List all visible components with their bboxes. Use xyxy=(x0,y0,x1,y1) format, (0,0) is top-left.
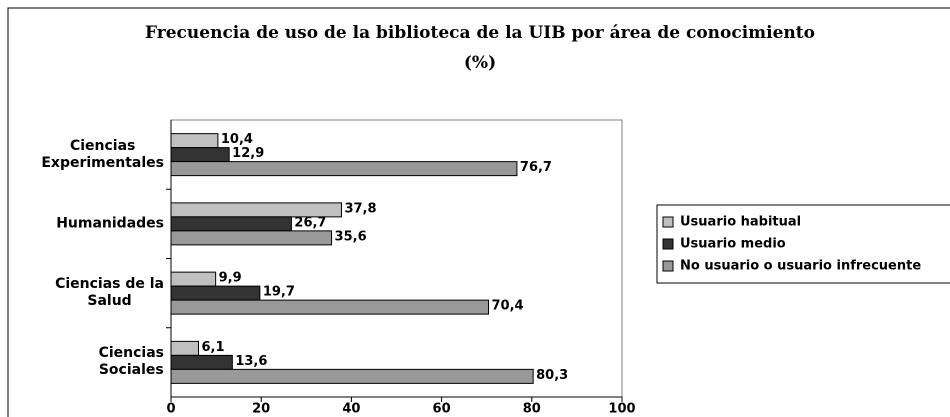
category-label: Ciencias Sociales xyxy=(98,345,164,379)
bar xyxy=(170,340,200,356)
legend-swatch xyxy=(662,238,674,250)
bar xyxy=(170,147,230,163)
value-label: 35,6 xyxy=(335,229,367,244)
bar xyxy=(170,368,534,384)
bar xyxy=(170,354,233,370)
chart-border xyxy=(7,7,950,417)
legend-label: No usuario o usuario infrecuente xyxy=(680,259,921,274)
legend-label: Usuario medio xyxy=(680,237,786,252)
value-label: 12,9 xyxy=(232,146,264,161)
value-label: 10,4 xyxy=(221,132,253,147)
value-label: 19,7 xyxy=(263,285,295,300)
x-tick-label: 60 xyxy=(433,402,451,417)
category-label: Ciencias de la Salud xyxy=(55,276,164,310)
x-tick-label: 40 xyxy=(342,402,360,417)
value-label: 80,3 xyxy=(536,368,568,383)
value-label: 13,6 xyxy=(235,354,267,369)
bar xyxy=(170,271,217,287)
x-tick-label: 0 xyxy=(166,402,175,417)
category-label: Ciencias Experimentales xyxy=(41,137,164,171)
legend-label: Usuario habitual xyxy=(680,215,801,230)
legend-swatch xyxy=(662,216,674,228)
value-label: 26,7 xyxy=(294,215,326,230)
category-label: Humanidades xyxy=(56,215,164,232)
x-tick-label: 80 xyxy=(523,402,541,417)
value-label: 6,1 xyxy=(202,340,225,355)
x-tick-label: 100 xyxy=(608,402,635,417)
chart-title: Frecuencia de uso de la biblioteca de la… xyxy=(145,23,815,73)
value-label: 70,4 xyxy=(492,299,524,314)
legend-box xyxy=(656,204,950,284)
bar xyxy=(170,216,292,232)
legend-swatch xyxy=(662,260,674,272)
value-label: 9,9 xyxy=(219,271,242,286)
bar xyxy=(170,230,333,246)
bar xyxy=(170,133,219,149)
value-label: 37,8 xyxy=(344,201,376,216)
bar xyxy=(170,161,518,177)
value-label: 76,7 xyxy=(520,160,552,175)
bar xyxy=(170,285,261,301)
bar xyxy=(170,299,490,315)
x-tick-label: 20 xyxy=(252,402,270,417)
